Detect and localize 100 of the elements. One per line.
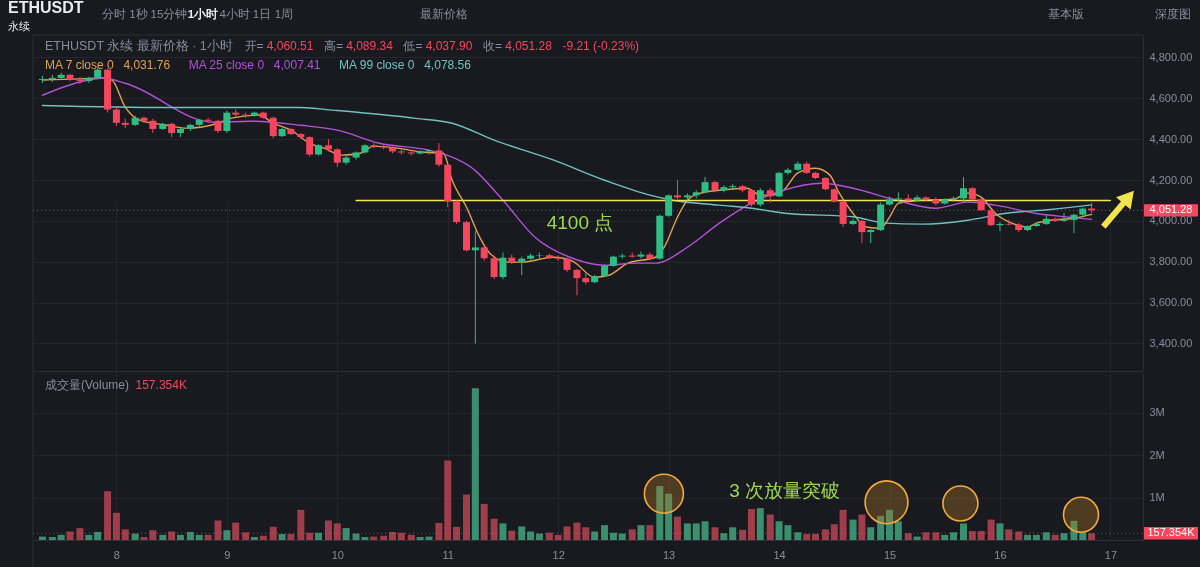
candlestick — [775, 171, 783, 198]
bar — [756, 508, 764, 540]
bar — [435, 523, 443, 540]
candlestick — [922, 195, 930, 202]
bar — [637, 525, 645, 540]
bar — [76, 528, 84, 540]
bar — [297, 509, 305, 540]
bar — [1015, 531, 1023, 540]
bar — [315, 532, 323, 540]
bar — [701, 521, 709, 540]
bar — [204, 534, 212, 540]
y-tick-label: 3M — [1149, 406, 1165, 419]
y-tick-label: 1M — [1149, 491, 1165, 504]
text: 1秒 — [129, 8, 148, 21]
candlestick — [637, 251, 645, 260]
x-tick-label: 11 — [442, 548, 454, 561]
bar — [573, 522, 581, 540]
bar — [48, 537, 56, 540]
candlestick — [306, 135, 314, 158]
bar — [508, 530, 516, 540]
bar — [380, 535, 388, 540]
bar — [821, 529, 829, 540]
bar — [250, 537, 258, 540]
candlestick — [913, 194, 921, 202]
bar — [673, 516, 681, 540]
annotation: 4,051.28 — [505, 39, 553, 53]
bar — [812, 534, 820, 540]
bar — [518, 526, 526, 540]
bar — [1024, 534, 1032, 540]
bar — [463, 494, 471, 540]
bar — [324, 520, 332, 540]
text: 基本版 — [1048, 8, 1084, 21]
bar — [904, 533, 912, 540]
candlestick — [407, 149, 415, 157]
bar — [121, 529, 129, 540]
annotation: 4,078.56 — [424, 58, 472, 72]
bar — [535, 533, 543, 540]
bar — [471, 388, 479, 540]
text: 15分钟 — [150, 8, 188, 21]
bar — [747, 508, 755, 540]
y-tick-label: 3,800.00 — [1149, 255, 1193, 268]
annotation: 4,007.41 — [273, 58, 321, 72]
bar — [1005, 529, 1013, 540]
candlestick — [490, 255, 498, 280]
bar — [739, 529, 747, 540]
bar — [894, 521, 902, 540]
bar — [839, 509, 847, 540]
annotation: ETHUSDT 永续 最新价格 · 1小时 — [45, 38, 233, 53]
bar — [1042, 532, 1050, 540]
annotation: 高= — [323, 39, 343, 53]
bar — [922, 532, 930, 540]
bar — [591, 531, 599, 540]
bar — [692, 523, 700, 540]
candlestick — [849, 218, 857, 226]
text: 4小时 — [219, 8, 250, 21]
bar — [232, 522, 240, 540]
y-tick-label: 4,400.00 — [1149, 132, 1193, 145]
bar — [729, 527, 737, 540]
bar — [490, 518, 498, 540]
y-tick-label: 3,400.00 — [1149, 336, 1193, 349]
bar — [1088, 533, 1096, 540]
candlestick — [573, 268, 581, 296]
chart-title: ETHUSDT — [8, 0, 84, 16]
bar — [1060, 533, 1068, 540]
bar — [159, 534, 167, 540]
candlestick — [204, 117, 212, 124]
chart-title: 成交量(Volume) — [45, 378, 130, 392]
bar — [131, 533, 139, 540]
bar — [665, 493, 673, 540]
x-tick-label: 8 — [113, 548, 120, 561]
candlestick — [140, 116, 148, 124]
candlestick — [960, 176, 967, 203]
bar — [877, 515, 885, 540]
bar — [287, 534, 295, 540]
candlestick — [518, 256, 526, 276]
x-tick-label: 15 — [883, 548, 897, 561]
bar — [389, 531, 397, 540]
candlestick — [756, 187, 764, 208]
bar — [1079, 532, 1087, 540]
bar — [94, 531, 102, 540]
annotation: 3 次放量突破 — [729, 480, 841, 502]
bar — [968, 531, 976, 540]
text: 分时 — [102, 8, 126, 21]
bar — [407, 534, 415, 540]
y-tick-label: 4,600.00 — [1149, 91, 1193, 104]
candlestick — [471, 230, 479, 344]
y-tick-label: 4,800.00 — [1149, 50, 1193, 63]
bar — [867, 527, 875, 540]
candlestick — [499, 252, 507, 280]
annotation: 4,089.34 — [346, 39, 394, 53]
x-tick-label: 14 — [773, 548, 786, 561]
candlestick — [333, 147, 341, 168]
annotation: 低= — [403, 39, 423, 53]
candlestick — [1060, 212, 1068, 223]
candlestick — [435, 142, 443, 168]
candlestick — [858, 219, 866, 244]
candlestick — [76, 76, 84, 85]
bar — [112, 512, 120, 540]
candlestick — [932, 196, 940, 207]
text: 1日 — [252, 8, 272, 21]
